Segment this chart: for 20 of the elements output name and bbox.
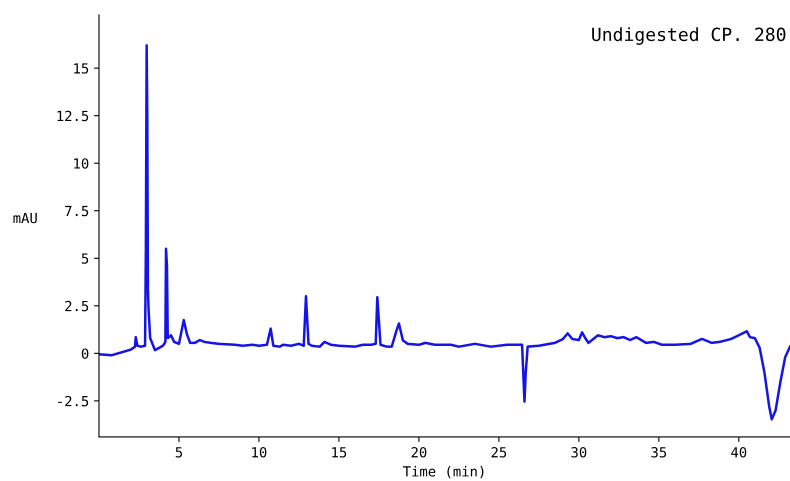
x-tick-label: 30	[571, 447, 586, 458]
y-tick-label: 5	[82, 253, 88, 264]
y-tick-label: 12.5	[57, 110, 88, 122]
x-tick-label: 5	[176, 447, 182, 458]
annotation: Undigested CP. 280	[592, 27, 786, 45]
y-tick-label: 2.5	[65, 300, 88, 312]
line-series	[98, 44, 790, 421]
y-axis-title: mAU	[13, 212, 37, 224]
y-tick-label: 7.5	[65, 206, 88, 216]
x-tick-label: 25	[492, 447, 506, 458]
y-tick-label: 0	[82, 348, 88, 359]
x-tick-label: 20	[412, 447, 426, 458]
y-tick-label: -2.5	[58, 396, 88, 406]
x-tick-label: 40	[731, 447, 746, 458]
x-tick-label: 35	[651, 447, 666, 458]
y-tick-label: 15	[74, 63, 88, 74]
x-tick-label: 10	[252, 447, 266, 458]
y-tick-label: 10	[74, 158, 88, 169]
x-tick-label: 15	[332, 447, 346, 458]
x-axis-title: Time (min)	[403, 466, 484, 478]
